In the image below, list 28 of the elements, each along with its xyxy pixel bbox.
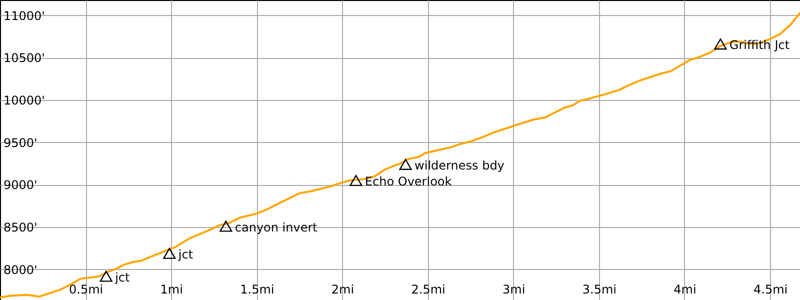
x-tick-label: 1mi	[160, 282, 183, 296]
annotation: Echo Overlook	[364, 174, 452, 189]
x-tick-label: 3mi	[502, 282, 526, 296]
y-tick-label: 9500'	[4, 136, 38, 150]
point	[399, 158, 412, 170]
x-tick-label: 4.5mi	[754, 282, 788, 296]
x-tick-label: 1.5mi	[240, 282, 274, 296]
point	[220, 220, 232, 232]
y-tick-label: 9000'	[4, 178, 38, 192]
x-tick-label: 3.5mi	[582, 282, 616, 296]
y-tick-label: 11000'	[4, 8, 45, 23]
x-tick-label: 2.5mi	[411, 282, 446, 296]
point	[350, 174, 362, 186]
annotation: canyon invert	[234, 220, 318, 234]
y-tick-label: 8000'	[4, 262, 38, 277]
point	[163, 248, 176, 259]
point	[714, 38, 727, 50]
y-tick-label: 8500'	[4, 220, 38, 235]
annotation: jct	[177, 247, 194, 262]
y-tick-label: 10500'	[4, 51, 45, 66]
point	[100, 270, 112, 282]
annotation: wilderness bdy	[414, 158, 504, 172]
y-tick-label: 10000'	[4, 94, 45, 108]
x-tick-label: 4mi	[674, 282, 696, 296]
annotation: jct	[114, 270, 130, 284]
x-tick-label: 2mi	[331, 282, 354, 296]
line-series	[0, 12, 800, 298]
x-tick-label: 0.5mi	[69, 282, 104, 296]
